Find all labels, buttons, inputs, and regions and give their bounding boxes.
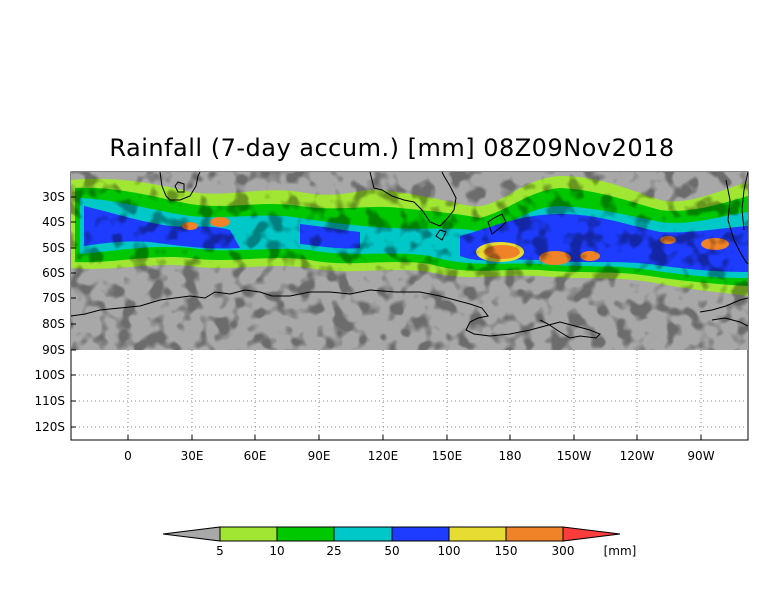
lat-label: 100S — [34, 368, 65, 382]
lat-label: 90S — [42, 343, 65, 357]
legend-swatch — [333, 526, 393, 542]
map-title: Rainfall (7-day accum.) [mm] 08Z09Nov201… — [109, 134, 675, 162]
legend-swatch — [505, 526, 564, 542]
legend-swatch — [219, 526, 278, 542]
coastlines — [71, 172, 748, 339]
lat-axis: 30S 40S 50S 60S 70S 80S 90S 100S 110S 12… — [34, 190, 76, 434]
lon-label: 150W — [557, 449, 592, 463]
lat-label: 110S — [34, 394, 65, 408]
lon-label: 60E — [244, 449, 267, 463]
legend-threshold: 150 — [495, 544, 518, 558]
lat-label: 30S — [42, 190, 65, 204]
lat-label: 120S — [34, 420, 65, 434]
lat-label: 70S — [42, 291, 65, 305]
legend-threshold: 100 — [438, 544, 461, 558]
lon-label: 120E — [368, 449, 399, 463]
lat-label: 80S — [42, 317, 65, 331]
lon-label: 120W — [620, 449, 655, 463]
rainfall-field — [71, 172, 748, 350]
legend-arrow-high — [562, 526, 621, 542]
lon-axis: 0 30E 60E 90E 120E 150E 180 150W 120W 90… — [124, 435, 715, 463]
lat-label: 40S — [42, 215, 65, 229]
legend-threshold: 25 — [326, 544, 341, 558]
legend-unit: [mm] — [604, 544, 637, 558]
lat-label: 60S — [42, 266, 65, 280]
legend-swatch — [276, 526, 335, 542]
legend-threshold: 5 — [216, 544, 224, 558]
lon-label: 30E — [181, 449, 204, 463]
lat-label: 50S — [42, 241, 65, 255]
legend-threshold: 300 — [552, 544, 575, 558]
legend-threshold: 50 — [384, 544, 399, 558]
legend-threshold: 10 — [269, 544, 284, 558]
color-legend: 5 10 25 50 100 150 300 [mm] — [162, 526, 637, 558]
lon-label: 90E — [308, 449, 331, 463]
legend-swatch — [391, 526, 450, 542]
lon-label: 90W — [687, 449, 714, 463]
lon-label: 180 — [499, 449, 522, 463]
lon-label: 150E — [432, 449, 463, 463]
legend-swatch — [448, 526, 507, 542]
lon-label: 0 — [124, 449, 132, 463]
graticule — [71, 350, 748, 440]
legend-arrow-low — [162, 526, 221, 542]
